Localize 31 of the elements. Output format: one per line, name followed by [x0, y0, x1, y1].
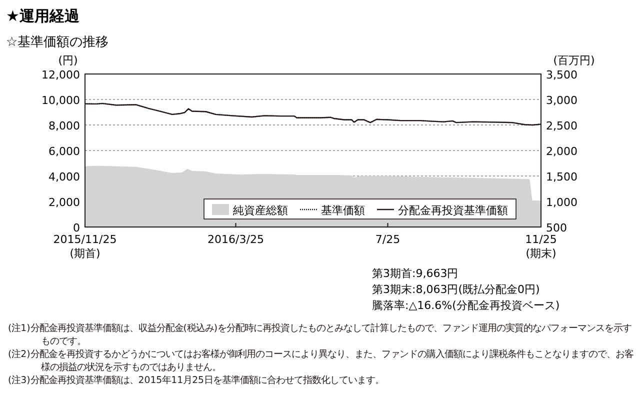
text: 第3期首:9,663円 [372, 267, 458, 280]
y-tick-label: 12,000 [42, 68, 80, 82]
chart-title: ★運用経過 [6, 7, 80, 25]
text: (注1)分配金再投資基準価額は、収益分配金(税込み)を分配時に再投資したものとみなして計算したもので、ファンド運用の実質的なパフォーマンスを示すものです。 [8, 322, 633, 348]
chart-subtitle: ☆基準価額の推移 [6, 35, 109, 50]
y-tick-label: 2,000 [48, 196, 80, 209]
x-tick-label: 11/25 (期末) [525, 233, 557, 260]
y-axis-title: (円) [58, 54, 78, 67]
y2-tick-label: 2,000 [546, 145, 578, 158]
y2-tick-label: 3,500 [546, 68, 578, 82]
text: (注2)分配金を再投資するかどうかについてはお客様が御利用のコースにより異なり、また、ファンドの購入価額により課税条件もことなりますので、お客様の損益の状況を示すものではありません。 [8, 348, 634, 374]
y-tick-label: 6,000 [48, 145, 80, 158]
legend-label: 基準価額 [321, 204, 365, 217]
x-tick-label: 2015/11/25 (期首) [53, 233, 117, 260]
x-tick-label: 2016/3/25 [208, 233, 264, 246]
text: 第3期末:8,063円(既払分配金0円) [372, 283, 540, 296]
y2-tick-label: 1,500 [546, 170, 578, 184]
y2-tick-label: 3,000 [546, 94, 578, 107]
text: 騰落率:△16.6%(分配金再投資ベース) [372, 299, 560, 312]
text: (注3)分配金再投資基準価額は、2015年11月25日を基準価額に合わせて指数化しています。 [8, 374, 385, 387]
y-tick-label: 10,000 [42, 94, 80, 107]
y2-tick-label: 1,000 [546, 196, 578, 209]
legend-label: 純資産総額 [233, 204, 288, 217]
y-tick-label: 4,000 [48, 170, 80, 184]
y-tick-label: 0 [73, 222, 80, 234]
y2-axis-title: (百万円) [553, 54, 595, 67]
legend-label: 分配金再投資基準価額 [398, 204, 508, 217]
x-tick-label: 7/25 [375, 233, 400, 246]
y-tick-label: 8,000 [48, 120, 80, 132]
y2-tick-label: 2,500 [546, 120, 578, 132]
y2-tick-label: 500 [546, 222, 567, 234]
